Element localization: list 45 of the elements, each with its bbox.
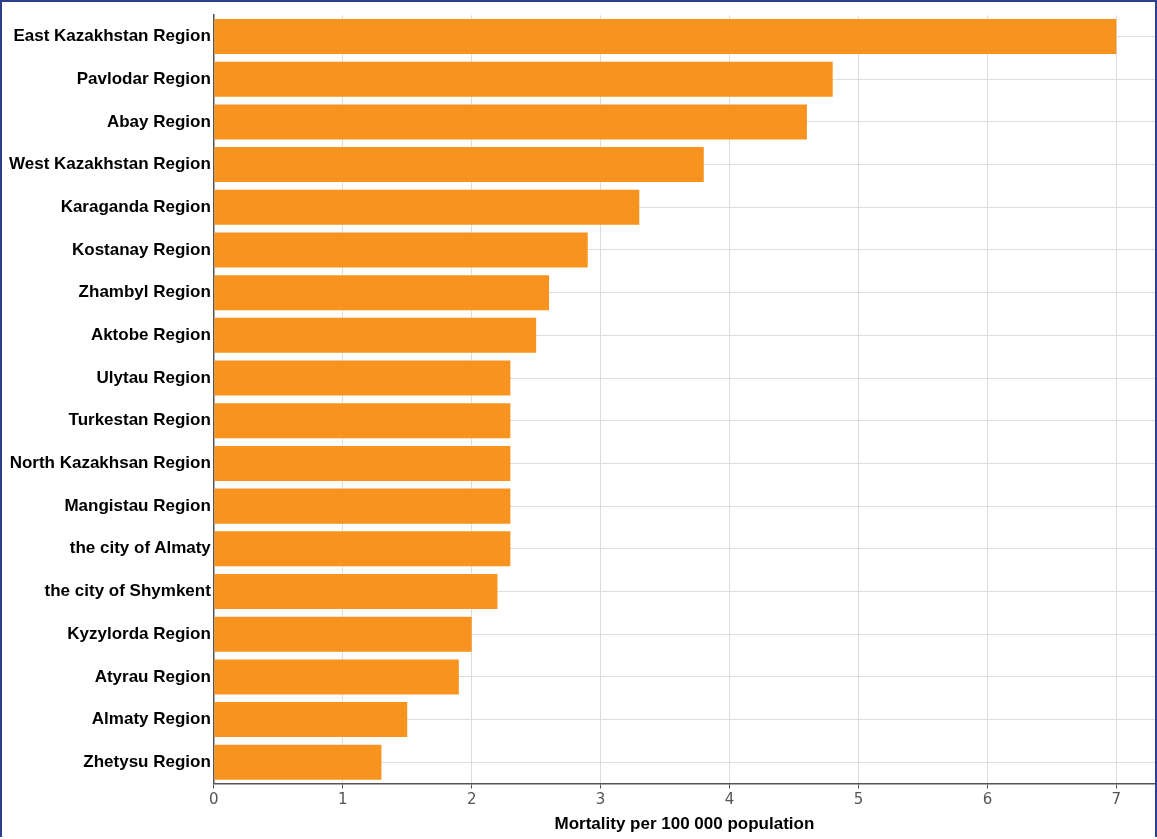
bar [214,232,588,268]
y-tick-label: Kostanay Region [71,239,211,259]
bar [214,488,511,524]
bar [214,574,498,609]
bar [214,616,472,652]
x-axis-title: Mortality per 100 000 population [554,814,815,834]
y-tick-label: Kyzylorda Region [67,623,211,643]
x-tick-label: 0 [209,790,219,809]
bar [214,19,1117,55]
y-tick-label: Zhetysu Region [83,751,211,771]
x-tick-label: 3 [595,790,606,809]
y-tick-label: Abay Region [106,111,211,131]
y-tick-label: North Kazakhsan Region [9,453,211,473]
y-tick-label: East Kazakhstan Region [13,26,211,46]
bar [214,659,459,695]
y-tick-label: the city of Shymkent [44,581,212,601]
bar [214,531,511,567]
y-tick-label: Turkestan Region [68,410,211,430]
bar [214,317,537,353]
bar [214,360,511,396]
bar [214,275,550,311]
bar [214,61,833,97]
y-tick-label: West Kazakhstan Region [9,154,211,174]
bar [214,104,807,140]
y-tick-label: Atyrau Region [94,666,211,686]
y-tick-label: Pavlodar Region [76,68,211,88]
y-tick-label: Aktobe Region [90,325,211,345]
x-tick-label: 4 [724,790,735,809]
bar [214,147,704,183]
x-tick-label: 7 [1111,790,1122,809]
x-tick-label: 5 [853,790,864,809]
y-tick-label: Karaganda Region [60,196,211,216]
bar [214,189,640,225]
y-tick-label: Zhambyl Region [78,282,211,302]
x-tick-label: 1 [337,790,348,809]
y-tick-label: the city of Almaty [69,538,212,558]
bar [214,702,408,738]
x-tick-label: 6 [982,790,993,809]
y-tick-label: Mangistau Region [64,495,211,515]
y-tick-label: Almaty Region [91,709,211,729]
y-tick-label: Ulytau Region [96,367,211,387]
x-tick-label: 2 [466,790,477,809]
bar [214,445,511,481]
bar [214,403,511,439]
bar [214,744,382,780]
